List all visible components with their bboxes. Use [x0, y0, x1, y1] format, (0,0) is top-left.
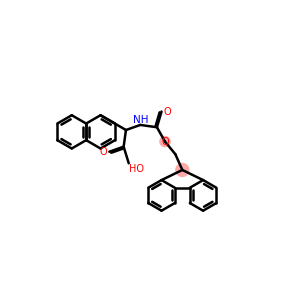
Circle shape: [160, 136, 170, 147]
Text: O: O: [100, 147, 107, 157]
Text: O: O: [161, 136, 169, 147]
Circle shape: [176, 164, 189, 176]
Text: NH: NH: [133, 115, 148, 125]
Text: HO: HO: [129, 164, 144, 174]
Text: O: O: [164, 106, 172, 116]
